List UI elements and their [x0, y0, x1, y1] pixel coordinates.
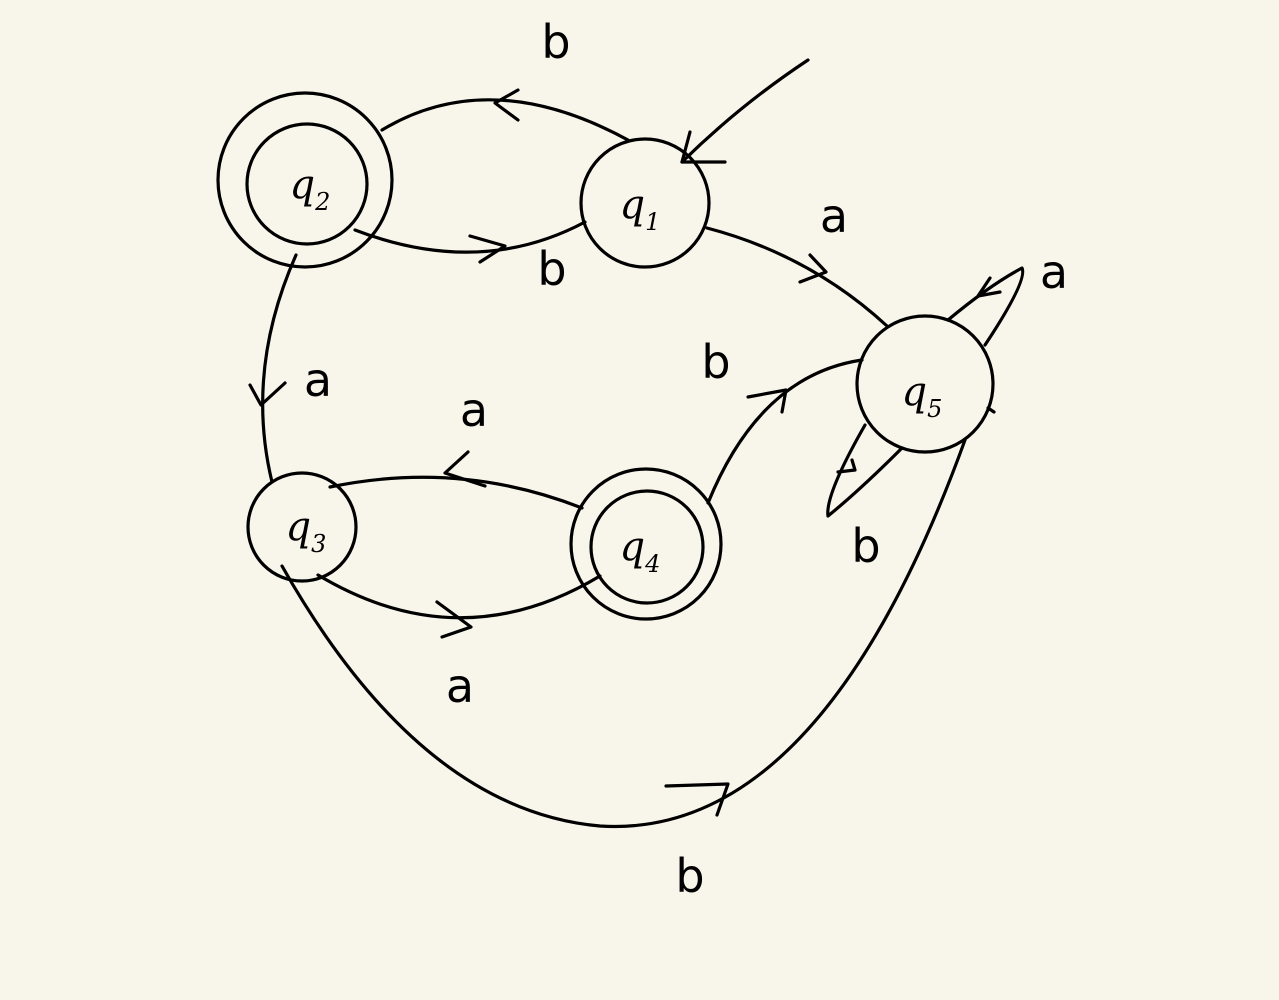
- transition-q4-q3: [328, 450, 584, 510]
- label-q1-q5: a: [820, 189, 848, 243]
- label-q1-q2: b: [541, 15, 570, 69]
- transition-q2-q1: [353, 220, 587, 264]
- transition-q5-q5-a: [946, 266, 1025, 414]
- svg-text:q2: q2: [290, 162, 331, 216]
- transition-q3-q5: [280, 438, 967, 829]
- label-q5-q5-b: b: [851, 519, 880, 573]
- svg-text:q4: q4: [620, 524, 661, 578]
- state-q2-index: 2: [314, 188, 330, 216]
- state-q1[interactable]: q1: [579, 137, 711, 269]
- state-q4-letter: q: [620, 524, 646, 570]
- label-q4-q3: a: [460, 383, 488, 437]
- label-q4-q5: b: [701, 335, 730, 389]
- transition-q3-q4: [316, 573, 602, 639]
- state-q1-index: 1: [645, 208, 660, 236]
- transition-q5-q5-b: [826, 423, 904, 518]
- transition-q1-q5: [705, 226, 889, 328]
- svg-text:q3: q3: [286, 504, 327, 558]
- label-q2-q1: b: [537, 242, 566, 296]
- state-q5-index: 5: [927, 395, 942, 423]
- state-q5-letter: q: [902, 369, 928, 415]
- transition-q1-q2: [380, 88, 630, 142]
- state-q3[interactable]: q3: [246, 471, 358, 583]
- svg-text:q5: q5: [902, 369, 943, 423]
- label-q2-q3: a: [304, 353, 332, 407]
- svg-text:q1: q1: [620, 182, 661, 236]
- state-q4[interactable]: q4: [569, 467, 723, 621]
- transition-q2-q3: [248, 253, 298, 484]
- state-q3-letter: q: [286, 504, 312, 550]
- state-q2-letter: q: [290, 162, 316, 208]
- state-q2[interactable]: q2: [216, 91, 394, 269]
- label-q3-q5: b: [675, 849, 704, 903]
- start-arrow: [680, 58, 810, 164]
- state-q1-letter: q: [620, 182, 646, 228]
- label-q5-q5-a: a: [1040, 245, 1068, 299]
- state-q3-index: 3: [311, 530, 326, 558]
- state-q4-index: 4: [644, 550, 660, 578]
- transition-q4-q5: [706, 358, 864, 505]
- state-q5[interactable]: q5: [855, 314, 995, 454]
- label-q3-q4: a: [446, 659, 474, 713]
